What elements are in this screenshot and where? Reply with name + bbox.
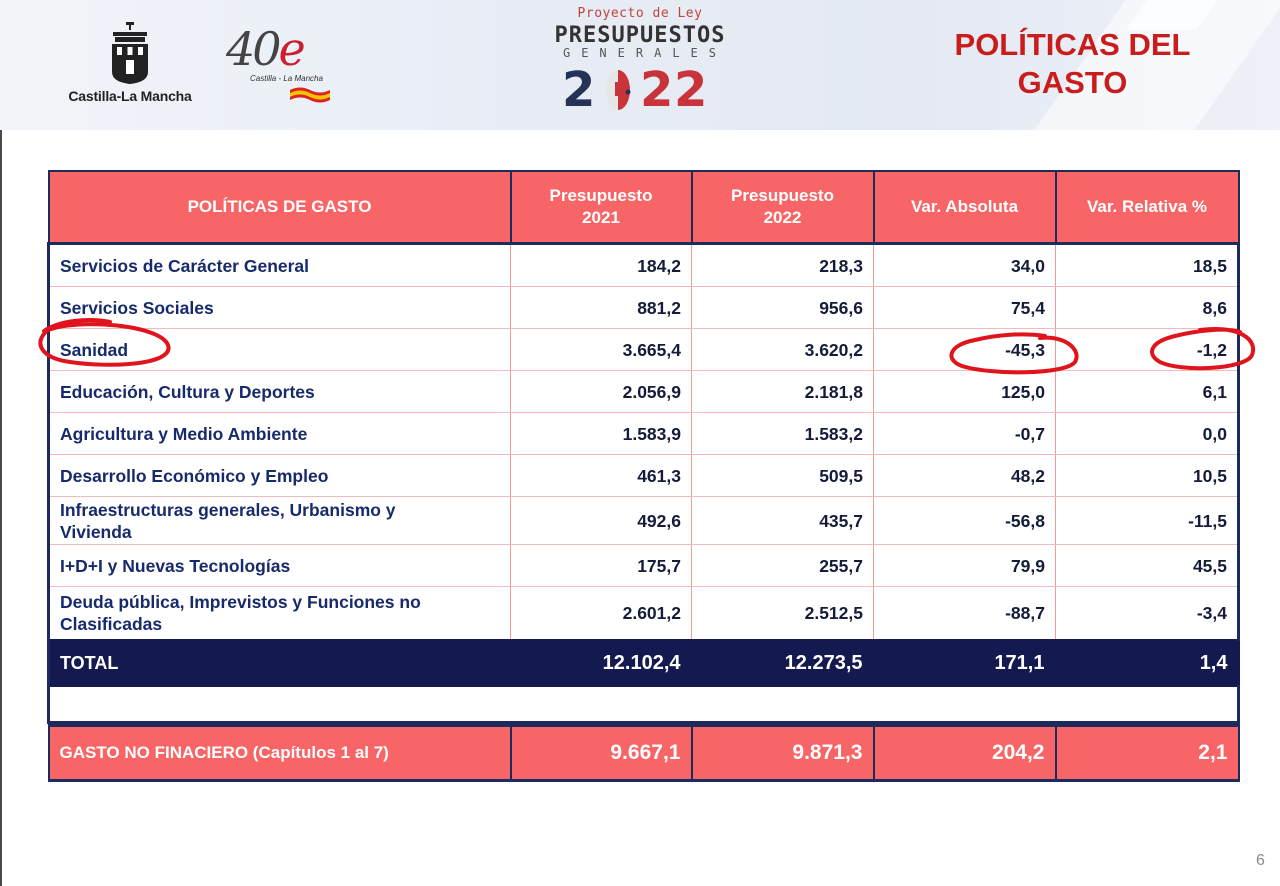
row-label: Servicios Sociales bbox=[47, 286, 511, 329]
cell-p2021: 3.665,4 bbox=[510, 328, 692, 371]
header-politicas: POLÍTICAS DE GASTO bbox=[47, 170, 512, 245]
anniversary-number: 40e bbox=[226, 22, 306, 76]
total-rel: 1,4 bbox=[1054, 639, 1240, 687]
cell-abs: 48,2 bbox=[873, 454, 1056, 497]
cell-rel: 10,5 bbox=[1055, 454, 1240, 497]
cell-p2021: 461,3 bbox=[510, 454, 692, 497]
total-abs: 171,1 bbox=[872, 639, 1057, 687]
row-label: Servicios de Carácter General bbox=[47, 243, 511, 287]
cell-p2022: 3.620,2 bbox=[691, 328, 874, 371]
spacer-cell bbox=[47, 686, 1240, 724]
page-number: 6 bbox=[1256, 852, 1265, 869]
cell-p2021: 1.583,9 bbox=[510, 412, 692, 455]
year-2022: 2 2 2 bbox=[520, 62, 760, 118]
cell-p2021: 492,6 bbox=[510, 496, 692, 545]
row-label: I+D+I y Nuevas Tecnologías bbox=[47, 544, 511, 587]
total-row: TOTAL 12.102,4 12.273,5 171,1 1,4 bbox=[47, 639, 1240, 687]
cell-p2021: 184,2 bbox=[510, 243, 692, 287]
cell-abs: -56,8 bbox=[873, 496, 1056, 545]
cell-rel: -3,4 bbox=[1055, 586, 1240, 641]
table-row: Servicios Sociales 881,2 956,6 75,4 8,6 bbox=[47, 286, 1240, 329]
header-var-absoluta: Var. Absoluta bbox=[872, 170, 1057, 245]
cell-rel: -1,2 bbox=[1055, 328, 1240, 371]
page-title: POLÍTICAS DEL GASTO bbox=[954, 27, 1191, 100]
nofin-p2022: 9.871,3 bbox=[690, 724, 875, 782]
table-row: I+D+I y Nuevas Tecnologías 175,7 255,7 7… bbox=[47, 544, 1240, 587]
anniversary-subtitle: Castilla - La Mancha bbox=[250, 74, 323, 83]
cell-rel: 8,6 bbox=[1055, 286, 1240, 329]
cell-abs: 34,0 bbox=[873, 243, 1056, 287]
total-p2021: 12.102,4 bbox=[509, 639, 693, 687]
table-row: Agricultura y Medio Ambiente 1.583,9 1.5… bbox=[47, 412, 1240, 455]
row-label: Sanidad bbox=[47, 328, 511, 371]
table-row: Desarrollo Económico y Empleo 461,3 509,… bbox=[47, 454, 1240, 497]
cell-rel: -11,5 bbox=[1055, 496, 1240, 545]
cell-p2022: 1.583,2 bbox=[691, 412, 874, 455]
budget-table: POLÍTICAS DE GASTO Presupuesto 2021 Presu… bbox=[47, 170, 1240, 782]
cell-p2022: 255,7 bbox=[691, 544, 874, 587]
table-row: Educación, Cultura y Deportes 2.056,9 2.… bbox=[47, 370, 1240, 413]
cell-p2021: 2.601,2 bbox=[510, 586, 692, 641]
cell-rel: 18,5 bbox=[1055, 243, 1240, 287]
presupuestos-title: PRESUPUESTOS bbox=[554, 23, 726, 48]
cell-p2022: 2.512,5 bbox=[691, 586, 874, 641]
spacer-row bbox=[47, 686, 1240, 724]
castilla-la-mancha-logo: Castilla-La Mancha bbox=[60, 22, 200, 112]
total-label: TOTAL bbox=[47, 639, 512, 687]
cell-p2022: 218,3 bbox=[691, 243, 874, 287]
table-row: Servicios de Carácter General 184,2 218,… bbox=[47, 243, 1240, 287]
presupuestos-2022-logo: Proyecto de Ley PRESUPUESTOS GENERALES 2… bbox=[520, 6, 760, 126]
cell-p2021: 2.056,9 bbox=[510, 370, 692, 413]
row-label: Deuda pública, Imprevistos y Funciones n… bbox=[47, 586, 511, 641]
cell-abs: 125,0 bbox=[873, 370, 1056, 413]
row-label: Educación, Cultura y Deportes bbox=[47, 370, 511, 413]
cell-p2021: 175,7 bbox=[510, 544, 692, 587]
cell-rel: 45,5 bbox=[1055, 544, 1240, 587]
cell-p2022: 509,5 bbox=[691, 454, 874, 497]
cell-p2022: 2.181,8 bbox=[691, 370, 874, 413]
zero-castle-icon bbox=[604, 62, 632, 130]
nofin-label: GASTO NO FINACIERO (Capítulos 1 al 7) bbox=[47, 724, 512, 782]
nofin-rel: 2,1 bbox=[1054, 724, 1240, 782]
header-presupuesto-2022: Presupuesto 2022 bbox=[690, 170, 875, 245]
flag-icon bbox=[290, 87, 330, 103]
cell-p2022: 956,6 bbox=[691, 286, 874, 329]
cell-rel: 6,1 bbox=[1055, 370, 1240, 413]
generales-subtitle: GENERALES bbox=[562, 46, 728, 60]
cell-rel: 0,0 bbox=[1055, 412, 1240, 455]
cell-abs: 75,4 bbox=[873, 286, 1056, 329]
cell-abs: -88,7 bbox=[873, 586, 1056, 641]
table-row: Sanidad 3.665,4 3.620,2 -45,3 -1,2 bbox=[47, 328, 1240, 371]
page-edge-line bbox=[0, 130, 2, 886]
table-row: Deuda pública, Imprevistos y Funciones n… bbox=[47, 586, 1240, 641]
region-logo-text: Castilla-La Mancha bbox=[68, 88, 192, 104]
nofin-abs: 204,2 bbox=[872, 724, 1057, 782]
cell-p2021: 881,2 bbox=[510, 286, 692, 329]
row-label: Agricultura y Medio Ambiente bbox=[47, 412, 511, 455]
row-label: Desarrollo Económico y Empleo bbox=[47, 454, 511, 497]
gasto-no-financiero-row: GASTO NO FINACIERO (Capítulos 1 al 7) 9.… bbox=[47, 724, 1240, 782]
40-anniversary-logo: 40e Castilla - La Mancha bbox=[222, 22, 342, 112]
cell-abs: -0,7 bbox=[873, 412, 1056, 455]
cell-abs: 79,9 bbox=[873, 544, 1056, 587]
castle-shield-icon bbox=[112, 22, 148, 84]
header-presupuesto-2021: Presupuesto 2021 bbox=[509, 170, 693, 245]
nofin-p2021: 9.667,1 bbox=[509, 724, 693, 782]
total-p2022: 12.273,5 bbox=[690, 639, 875, 687]
cell-abs: -45,3 bbox=[873, 328, 1056, 371]
header-banner: Castilla-La Mancha 40e Castilla - La Man… bbox=[0, 0, 1280, 130]
table-header-row: POLÍTICAS DE GASTO Presupuesto 2021 Presu… bbox=[47, 170, 1240, 245]
cell-p2022: 435,7 bbox=[691, 496, 874, 545]
proyecto-de-ley-text: Proyecto de Ley bbox=[577, 6, 703, 21]
header-var-relativa: Var. Relativa % bbox=[1054, 170, 1240, 245]
